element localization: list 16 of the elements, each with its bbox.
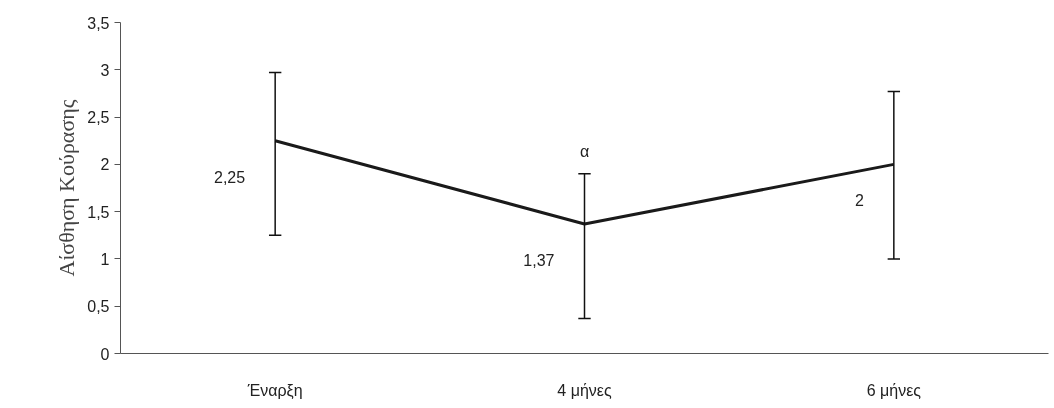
x-tick-label: 4 μήνες [557, 381, 612, 399]
y-tick-label: 0,5 [87, 298, 110, 316]
data-label: 2,25 [214, 168, 246, 186]
y-tick-label: 3 [100, 61, 110, 79]
y-tick-label: 2,5 [87, 109, 110, 127]
y-tick-label: 3,5 [87, 14, 110, 32]
y-tick-label: 1,5 [87, 203, 110, 221]
y-tick-label: 1 [100, 250, 110, 268]
y-axis-title: Αίσθηση Κούρασης [54, 99, 80, 277]
x-tick-label: 6 μήνες [866, 381, 922, 399]
annotation: α [579, 142, 590, 160]
data-label: 2 [854, 192, 864, 210]
y-tick-label: 2 [100, 156, 110, 174]
y-tick-label: 0 [100, 345, 110, 363]
data-label: 1,37 [523, 251, 555, 269]
x-tick-label: Έναρξη [246, 381, 303, 400]
